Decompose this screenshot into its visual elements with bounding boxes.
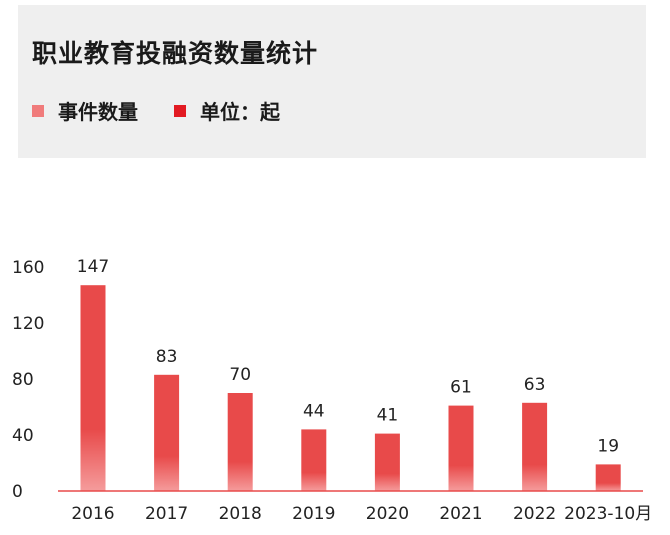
x-category-label: 2020	[366, 504, 409, 524]
bar	[448, 405, 474, 491]
bar	[301, 429, 327, 491]
x-category-label: 2018	[219, 504, 262, 524]
bar	[80, 285, 106, 491]
legend-label-unit: 单位：起	[200, 100, 280, 124]
header-panel	[18, 5, 646, 158]
bar-value-label: 147	[77, 257, 109, 277]
bar	[154, 374, 180, 491]
bar-value-label: 41	[377, 406, 399, 426]
legend-swatch-series	[32, 104, 44, 117]
x-category-label: 2019	[292, 504, 335, 524]
bar	[227, 393, 253, 491]
bar-value-label: 63	[524, 375, 546, 395]
y-tick-label: 80	[12, 370, 34, 390]
y-tick-label: 40	[12, 426, 34, 446]
legend: 事件数量 单位：起	[32, 96, 316, 125]
legend-item-series: 事件数量	[32, 96, 138, 125]
legend-item-unit: 单位：起	[174, 96, 280, 125]
x-category-label: 2017	[145, 504, 188, 524]
y-tick-label: 0	[12, 482, 23, 502]
x-category-label: 2022	[513, 504, 556, 524]
chart-title: 职业教育投融资数量统计	[32, 39, 319, 68]
bar	[374, 433, 400, 491]
x-category-label: 2023-10月	[564, 504, 652, 524]
y-tick-label: 120	[12, 314, 44, 334]
bars	[80, 285, 621, 491]
legend-label-series: 事件数量	[58, 100, 138, 124]
data-labels: 147 83 70 44 41 61 63 19	[77, 257, 619, 456]
bar-value-label: 61	[450, 378, 472, 398]
bar	[522, 402, 548, 491]
x-category-label: 2016	[71, 504, 114, 524]
y-axis-ticks: 0 40 80 120 160	[12, 258, 44, 502]
x-category-label: 2021	[439, 504, 482, 524]
bar-value-label: 70	[229, 365, 251, 385]
category-labels: 2016 2017 2018 2019 2020 2021 2022 2023-10月	[71, 504, 652, 524]
bar	[595, 464, 621, 491]
bar-value-label: 19	[597, 436, 619, 456]
bar-value-label: 83	[156, 347, 178, 367]
bar-value-label: 44	[303, 401, 325, 421]
y-tick-label: 160	[12, 258, 44, 278]
legend-swatch-unit	[174, 104, 186, 117]
